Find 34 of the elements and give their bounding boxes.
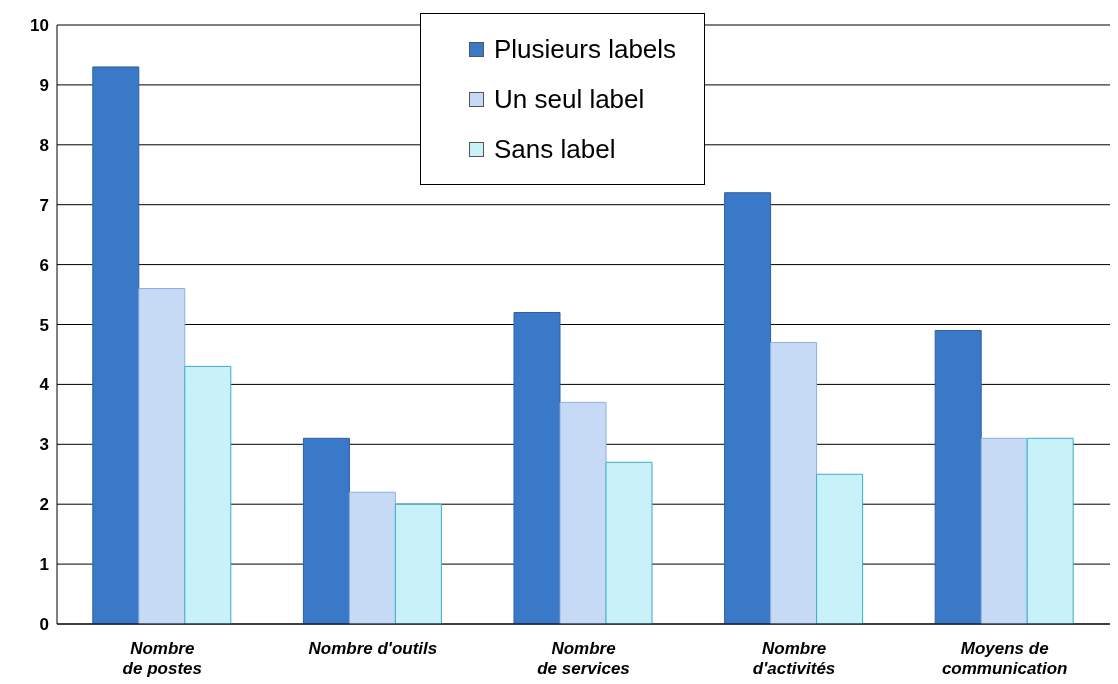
x-tick-label: Nombre d'activités — [752, 639, 836, 678]
y-tick-label: 0 — [39, 615, 49, 635]
bar — [1026, 437, 1074, 624]
bar — [980, 437, 1028, 624]
bar — [559, 401, 607, 624]
y-tick-label: 1 — [39, 555, 49, 575]
bar — [302, 437, 350, 624]
bar — [348, 491, 396, 624]
bar — [724, 192, 772, 624]
y-tick-label: 10 — [30, 16, 49, 36]
bar — [138, 288, 186, 624]
y-tick-label: 7 — [39, 195, 49, 215]
bar — [184, 365, 232, 624]
y-tick-label: 9 — [39, 75, 49, 95]
y-tick-label: 4 — [39, 375, 50, 395]
x-tick-label: Nombre de postes — [122, 639, 202, 678]
legend-label: Plusieurs labels — [494, 33, 677, 65]
y-tick-label: 8 — [39, 135, 49, 155]
y-tick-label: 3 — [39, 435, 49, 455]
bar — [770, 341, 818, 624]
x-tick-label: Moyens de communication — [941, 639, 1068, 678]
bar — [605, 461, 653, 624]
bar — [513, 312, 561, 624]
bar — [92, 66, 140, 624]
x-tick-label: Nombre d'outils — [308, 639, 438, 658]
y-tick-label: 2 — [39, 495, 49, 515]
bar — [816, 473, 864, 624]
legend-label: Un seul label — [494, 83, 645, 115]
legend-label: Sans label — [494, 133, 616, 165]
bar — [394, 503, 442, 624]
bar — [934, 329, 982, 624]
y-tick-label: 5 — [39, 315, 49, 335]
x-tick-label: Nombre de services — [537, 639, 630, 678]
y-tick-label: 6 — [39, 255, 49, 275]
